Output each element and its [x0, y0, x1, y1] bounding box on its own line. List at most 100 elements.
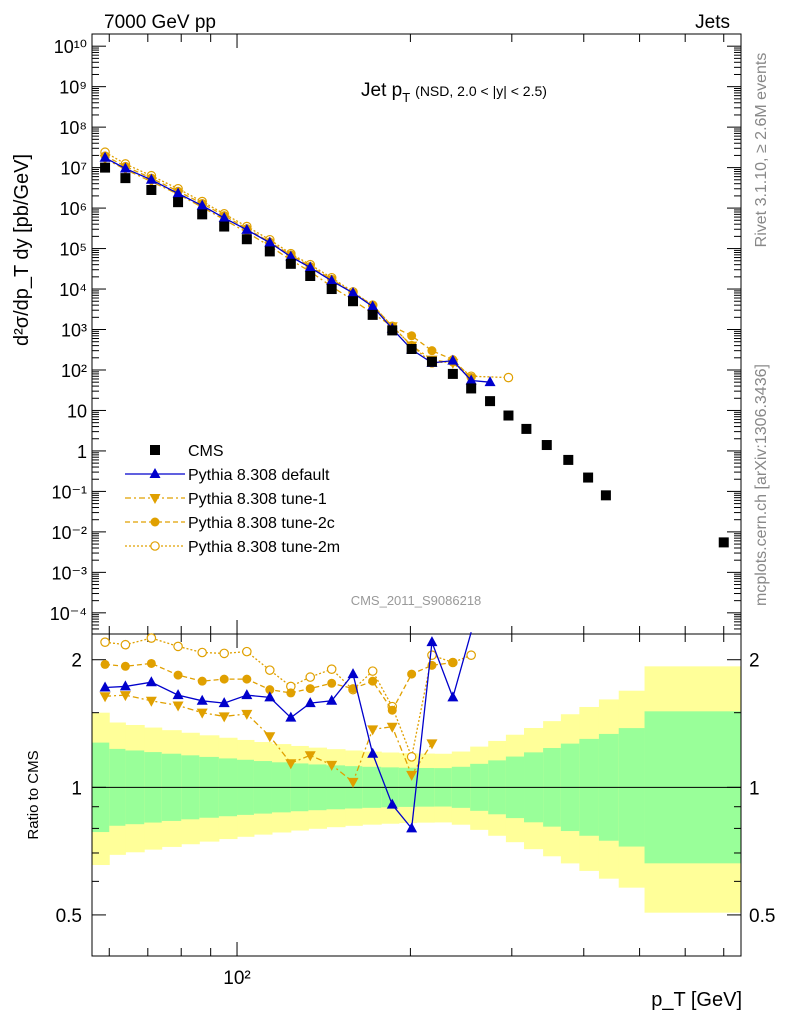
ratio-point	[172, 701, 184, 712]
y-tick-label: 10⁴	[59, 280, 87, 300]
ratio-point	[347, 668, 359, 679]
ratio-point	[99, 681, 111, 692]
data-point	[447, 354, 459, 365]
ratio-point	[367, 725, 379, 736]
data-point	[503, 372, 514, 383]
legend-label: Pythia 8.308 tune-2m	[188, 539, 340, 556]
ratio-point	[197, 647, 207, 658]
ratio-point	[407, 669, 417, 679]
data-point	[563, 454, 574, 465]
ratio-point	[173, 670, 183, 680]
ratio-point	[100, 659, 110, 669]
data-point	[348, 296, 359, 307]
ratio-tick-label-right: 2	[749, 651, 760, 672]
y-tick-label: 10⁹	[59, 78, 87, 98]
plot-title-sub: T	[402, 90, 410, 105]
data-point	[196, 199, 208, 210]
data-point	[197, 209, 208, 220]
legend: CMS Pythia 8.308 default Pythia 8.308 tune…	[125, 443, 340, 556]
ratio-point	[304, 697, 316, 708]
data-point	[387, 325, 398, 336]
watermark: CMS_2011_S9086218	[351, 593, 482, 608]
ratio-point	[172, 689, 184, 700]
ratio-point	[286, 688, 296, 698]
ratio-point	[386, 798, 398, 809]
plot-title-detail: (NSD, 2.0 < |y| < 2.5)	[415, 83, 547, 99]
data-point	[407, 331, 417, 341]
y-axis-title: d²σ/dp_T dy [pb/GeV]	[11, 154, 33, 346]
y-tick-label: 10⁸	[59, 118, 87, 138]
legend-label: Pythia 8.308 default	[188, 467, 330, 484]
legend-marker	[149, 494, 161, 504]
y-tick-label: 1	[77, 442, 87, 462]
ratio-point	[218, 697, 230, 708]
data-point	[119, 162, 131, 173]
ratio-point	[242, 646, 252, 657]
ratio-point	[426, 739, 438, 750]
ratio-point	[146, 658, 156, 668]
ratio-tick-label: 1	[71, 778, 82, 799]
ratio-point	[241, 689, 253, 700]
data-point	[241, 223, 253, 234]
ratio-point	[120, 639, 131, 650]
top-plot-marks	[99, 147, 729, 548]
data-point	[466, 383, 477, 394]
data-point	[120, 173, 131, 184]
y-tick-label: 10¹⁰	[54, 37, 87, 57]
y-tick-label: 10⁻²	[51, 523, 87, 543]
top-plot-axes: 10² 10⁻⁴ 10⁻³ 10⁻² 10⁻¹ 1 10 10² 10³ 10⁴ 10⁵ 10⁶ 10⁷…	[11, 33, 775, 1011]
ratio-point	[218, 712, 230, 723]
y-tick-label: 10⁵	[60, 240, 87, 260]
legend-marker	[150, 445, 160, 455]
ratio-point	[327, 678, 337, 688]
data-point	[100, 162, 111, 173]
data-point	[718, 537, 729, 548]
ratio-point	[367, 747, 379, 758]
ratio-point	[347, 777, 359, 788]
ratio-point	[326, 760, 338, 771]
ratio-point	[387, 705, 397, 715]
ratio-point	[304, 751, 316, 762]
ratio-point	[119, 691, 131, 702]
ratio-point	[146, 633, 157, 643]
ratio-point	[120, 661, 130, 671]
y-tick-label: 10³	[61, 321, 87, 341]
y-tick-label: 10⁷	[60, 159, 87, 179]
ratio-plot-marks	[99, 631, 476, 833]
data-point	[367, 300, 379, 311]
plot-title-main: Jet p	[361, 80, 402, 101]
legend-marker	[150, 541, 160, 551]
y-tick-label: 10⁻¹	[51, 482, 87, 502]
ratio-point	[406, 822, 418, 833]
ratio-point	[427, 650, 437, 660]
ratio-line	[105, 694, 433, 783]
ratio-point	[326, 664, 337, 674]
legend-marker	[150, 517, 160, 527]
ratio-point	[285, 711, 297, 722]
data-point	[600, 490, 611, 501]
ratio-point	[264, 665, 275, 675]
ratio-line	[104, 661, 453, 712]
ratio-point	[466, 650, 476, 660]
data-point	[406, 343, 417, 354]
ratio-point	[368, 676, 378, 686]
data-point	[484, 376, 496, 387]
ratio-point	[448, 658, 458, 668]
data-point	[146, 184, 157, 195]
ratio-point	[305, 684, 315, 694]
ratio-point	[197, 676, 207, 686]
data-point	[285, 258, 296, 269]
data-point	[541, 440, 552, 451]
y-tick-label: 10⁻⁴	[50, 604, 87, 624]
data-point	[305, 270, 316, 281]
y-tick-label: 10	[67, 401, 87, 421]
ratio-tick-label-right: 1	[749, 778, 760, 799]
header-left: 7000 GeV pp	[104, 12, 216, 33]
ratio-tick-label-right: 0.5	[749, 906, 775, 927]
ratio-point	[219, 648, 229, 659]
ratio-axis-title: Ratio to CMS	[25, 750, 42, 839]
ratio-point	[219, 674, 229, 684]
ratio-point	[447, 691, 459, 702]
data-point	[347, 286, 359, 297]
